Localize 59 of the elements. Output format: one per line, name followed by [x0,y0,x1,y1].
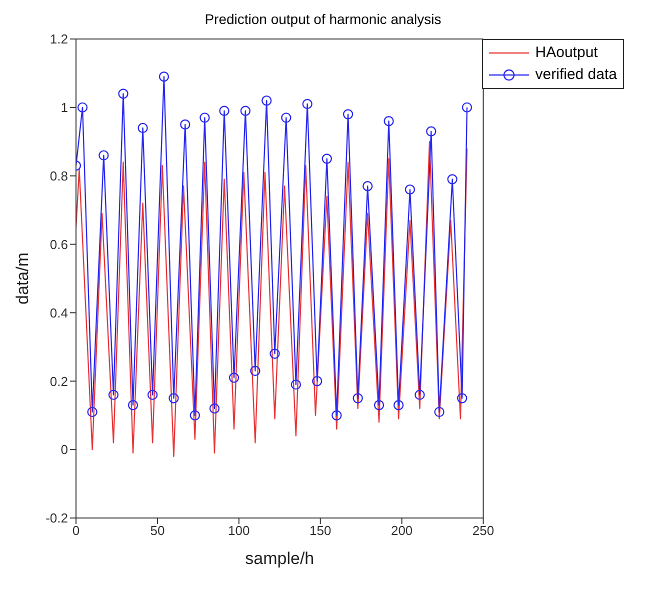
point [270,348,280,359]
point [87,406,98,418]
point [77,102,88,113]
x-tick-label: 50 [150,523,165,538]
point [362,181,373,192]
point [138,122,148,134]
legend-label: verified data [535,65,617,85]
point [302,98,312,110]
x-tick-label: 150 [310,523,332,538]
y-tick-label: 0.6 [50,236,68,252]
y-tick-label: -0.2 [46,510,68,526]
point [209,403,220,414]
y-tick-label: 1 [60,100,68,116]
point [352,393,363,404]
point [447,174,458,184]
point [393,400,404,410]
point [180,119,190,130]
point [108,390,119,400]
point [200,112,210,123]
point [219,106,230,116]
point [128,400,138,410]
y-axis-title: data/m [13,252,32,304]
point [147,390,158,400]
point [290,379,302,390]
point [98,150,109,160]
point [158,72,170,82]
point [374,400,384,410]
point [312,376,322,386]
point [457,393,468,404]
point [462,102,472,113]
x-tick-label: 100 [228,523,250,538]
point [332,410,342,420]
point [262,95,272,106]
y-tick-label: 0 [60,442,68,458]
point [404,184,416,195]
point [281,112,292,123]
point [190,410,200,420]
y-tick-label: 0.4 [50,305,68,320]
line-series [76,141,468,458]
point [240,106,251,116]
point [434,406,444,418]
point [168,393,179,404]
legend-label: HAoutput [535,43,598,63]
y-tick-label: 1.2 [50,32,68,47]
chart-title: Prediction output of harmonic analysis [204,10,442,29]
point [426,126,436,136]
y-tick-label: 0.2 [50,374,68,389]
point [414,390,425,400]
point [322,154,332,164]
x-tick-label: 0 [72,523,80,538]
point [118,88,128,99]
point [384,116,394,126]
point [250,366,260,376]
x-tick-label: 200 [390,523,413,538]
point [228,372,240,383]
y-tick-label: 0.8 [50,168,68,184]
x-tick-label: 250 [472,523,494,538]
point [342,109,354,120]
x-axis-title: sample/h [245,549,314,568]
